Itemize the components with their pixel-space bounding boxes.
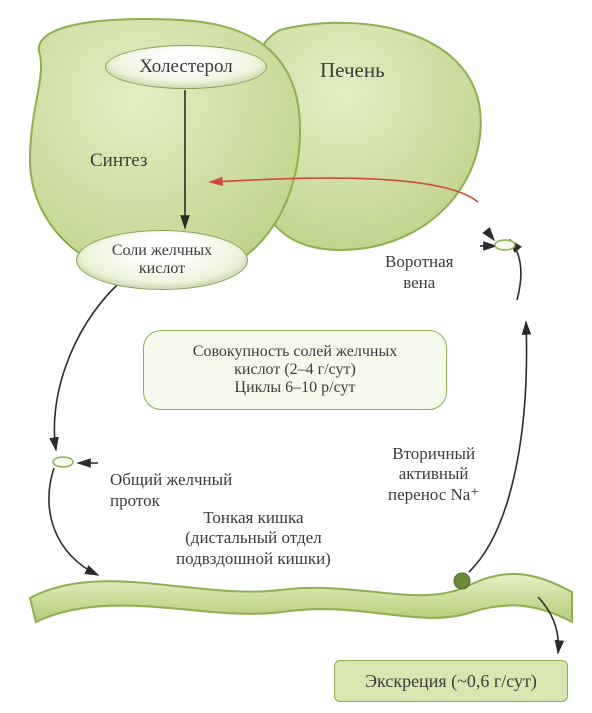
label-portal-text: Воротная вена (385, 252, 454, 291)
label-duct-text: Общий желчный проток (110, 470, 232, 509)
intestine-shape (30, 574, 572, 622)
label-liver-text: Печень (320, 58, 385, 82)
common-duct-marker (53, 457, 73, 467)
ileum-1: Тонкая кишка (203, 508, 303, 527)
label-secondary-transport: Вторичный активный перенос Na⁺ (388, 444, 479, 505)
arrow-bilesalts-to-duct (54, 284, 118, 450)
secondary-1: Вторичный (392, 444, 475, 463)
label-liver: Печень (320, 58, 385, 83)
label-synthesis-text: Синтез (90, 150, 147, 171)
diagram-stage: { "type": "flowchart", "canvas": { "w": … (0, 0, 592, 713)
portal-vein-marker (495, 240, 515, 250)
node-pool: Совокупность солей желчных кислот (2–4 г… (143, 330, 447, 410)
label-common-duct: Общий желчный проток (110, 450, 232, 511)
pool-line1: Совокупность солей желчных (193, 343, 397, 361)
label-ileum: Тонкая кишка (дистальный отдел подвздошн… (176, 508, 331, 569)
uptake-dot (454, 573, 470, 589)
arrow-duct-down (49, 468, 98, 575)
node-cholesterol: Холестерол (105, 45, 267, 89)
excretion-label: Экскреция (~0,6 г/сут) (365, 671, 537, 692)
node-bile-salts-label: Соли желчных кислот (112, 242, 212, 278)
ileum-2: (дистальный отдел (185, 528, 322, 547)
secondary-3: перенос Na⁺ (388, 485, 479, 504)
pool-line2: кислот (2–4 г/сут) (234, 361, 356, 379)
label-portal-vein: Воротная вена (385, 232, 454, 293)
node-cholesterol-label: Холестерол (139, 56, 233, 78)
node-bile-salts: Соли желчных кислот (76, 230, 248, 290)
pool-line3: Циклы 6–10 р/сут (235, 379, 356, 397)
node-excretion: Экскреция (~0,6 г/сут) (334, 660, 568, 702)
secondary-2: активный (399, 464, 469, 483)
ileum-3: подвздошной кишки) (176, 549, 331, 568)
label-synthesis: Синтез (90, 150, 147, 173)
